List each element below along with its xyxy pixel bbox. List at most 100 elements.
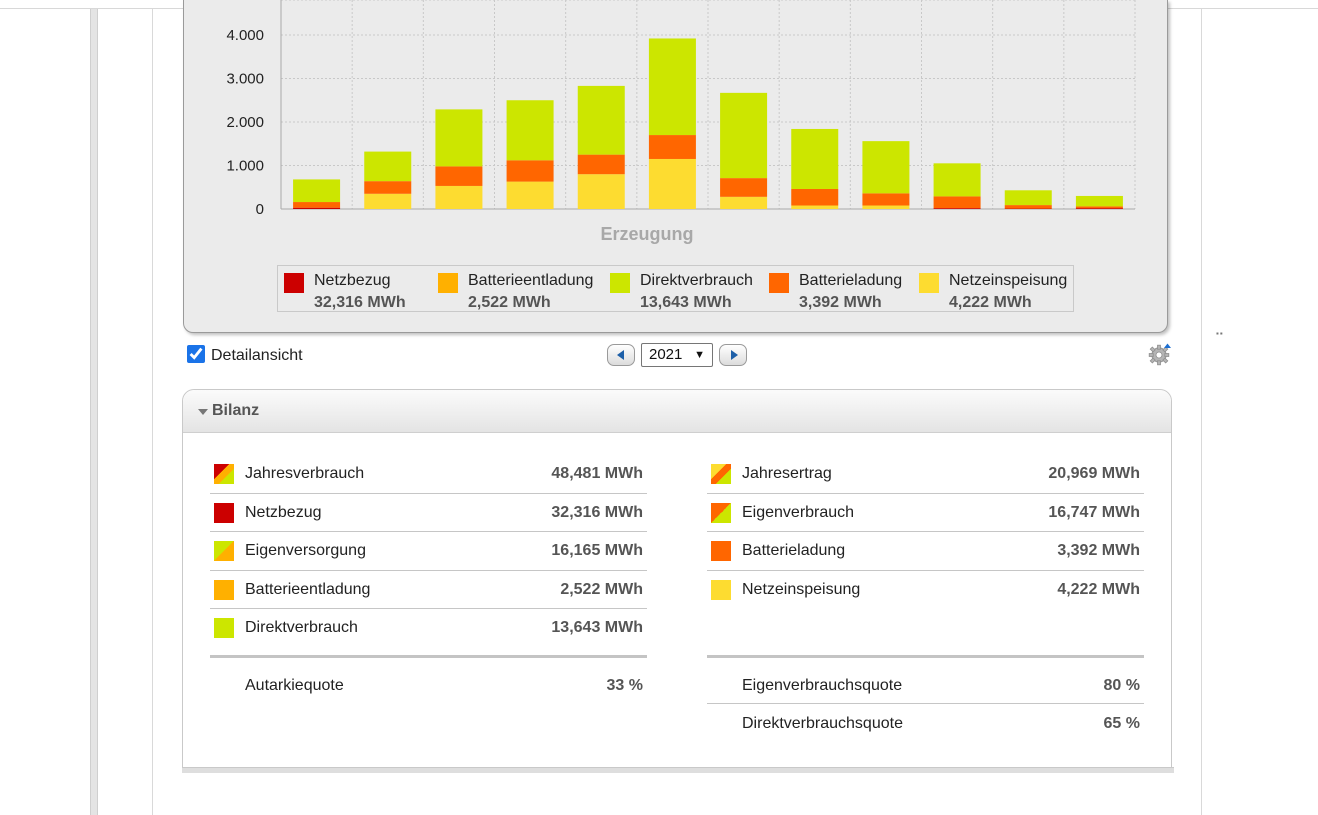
bilanz-row-label: Jahresertrag <box>742 465 832 482</box>
bar-segment-batterieladung[interactable] <box>862 193 910 206</box>
gear-icon <box>1148 343 1171 366</box>
bar-segment-batterieladung[interactable] <box>364 181 412 194</box>
bilanz-row-label: Eigenverbrauch <box>742 503 855 521</box>
bilanz-row-label: Batterieladung <box>742 542 846 559</box>
bar-segment-direktverbrauch[interactable] <box>791 128 839 189</box>
bilanz-row-label: Batterieentladung <box>245 580 371 598</box>
next-year-button[interactable] <box>719 344 747 366</box>
bar-segment-direktverbrauch[interactable] <box>293 179 341 203</box>
legend-swatch <box>610 273 630 293</box>
bilanz-row-value: 13,643 MWh <box>551 619 643 636</box>
bar-segment-netzeinspeisung[interactable] <box>648 158 696 209</box>
bilanz-row-value: 16,165 MWh <box>551 542 643 559</box>
y-tick-label: 4.000 <box>226 27 264 44</box>
bar-segment-batterieladung[interactable] <box>506 160 554 182</box>
bar-segment-batterieladung[interactable] <box>648 135 696 159</box>
bilanz-left-separator <box>210 655 647 658</box>
bilanz-row: Jahresertrag 20,969 MWh <box>707 455 1144 494</box>
bar-segment-netzeinspeisung[interactable] <box>577 174 625 209</box>
bar-segment-netzeinspeisung[interactable] <box>364 193 412 209</box>
legend-value: 13,643 MWh <box>640 294 732 311</box>
chart-bars <box>293 38 1123 209</box>
left-scroll-gutter <box>90 9 98 815</box>
bar-segment-netzeinspeisung[interactable] <box>862 205 910 209</box>
bilanz-row-label: Netzbezug <box>245 503 322 521</box>
legend-value: 4,222 MWh <box>949 294 1032 311</box>
bilanz-quote-row: Autarkiequote 33 % <box>210 666 647 704</box>
bilanz-row: Netzeinspeisung 4,222 MWh <box>707 571 1144 610</box>
color-swatch <box>214 618 234 638</box>
resize-handle[interactable]: ▪▪ <box>1216 329 1224 338</box>
bilanz-row: Jahresverbrauch 48,481 MWh <box>210 455 647 494</box>
bilanz-row-value: 48,481 MWh <box>551 465 643 482</box>
bilanz-row-value: 2,522 MWh <box>560 580 643 598</box>
bar-segment-netzbezug[interactable] <box>933 208 981 209</box>
quote-value: 80 % <box>1103 677 1140 694</box>
bar-segment-direktverbrauch[interactable] <box>933 163 981 197</box>
bar-segment-batterieladung[interactable] <box>933 196 981 209</box>
bar-segment-netzbezug[interactable] <box>1075 208 1123 209</box>
detailansicht-checkbox[interactable] <box>187 345 205 363</box>
legend-swatch <box>919 273 939 293</box>
color-swatch <box>711 541 731 561</box>
color-swatch <box>711 502 731 523</box>
legend-value: 2,522 MWh <box>468 294 551 311</box>
year-select[interactable]: 2021 ▼ <box>641 343 713 367</box>
legend-name: Netzbezug <box>314 272 391 289</box>
bilanz-row: Batterieladung 3,392 MWh <box>707 532 1144 571</box>
bar-segment-batterieladung[interactable] <box>293 202 341 208</box>
y-tick-label: 0 <box>256 201 264 218</box>
bilanz-row-value: 32,316 MWh <box>551 503 643 521</box>
bar-segment-direktverbrauch[interactable] <box>577 85 625 155</box>
chevron-down-icon: ▼ <box>694 349 705 361</box>
bar-segment-batterieladung[interactable] <box>720 178 768 197</box>
bilanz-row: Netzbezug 32,316 MWh <box>210 494 647 532</box>
bilanz-row-value: 3,392 MWh <box>1057 542 1140 559</box>
bilanz-row: Eigenversorgung 16,165 MWh <box>210 532 647 571</box>
chart-legend: Netzbezug 32,316 MWh Batterieentladung 2,52… <box>277 265 1074 312</box>
y-tick-label: 1.000 <box>226 158 264 175</box>
bar-segment-netzeinspeisung[interactable] <box>791 205 839 209</box>
y-tick-label: 3.000 <box>226 71 264 88</box>
bilanz-row: Batterieentladung 2,522 MWh <box>210 571 647 609</box>
bilanz-panel: Bilanz <box>182 389 1174 773</box>
color-swatch <box>711 464 731 484</box>
arrow-left-icon <box>617 350 624 360</box>
content-left-border <box>152 9 153 815</box>
previous-year-button[interactable] <box>607 344 635 366</box>
y-tick-label: 2.000 <box>226 114 264 131</box>
bar-segment-batterieladung[interactable] <box>1075 206 1123 209</box>
energy-chart-panel: 0 1.000 2.000 3.000 4.000 Erzeugung Netzbezu… <box>183 0 1223 338</box>
bar-segment-direktverbrauch[interactable] <box>1004 190 1052 206</box>
bar-segment-netzbezug[interactable] <box>293 207 341 209</box>
bar-segment-netzeinspeisung[interactable] <box>720 196 768 209</box>
bar-segment-batterieladung[interactable] <box>791 188 839 206</box>
bilanz-row-label: Direktverbrauch <box>245 619 358 636</box>
quote-value: 33 % <box>606 677 643 694</box>
bar-segment-direktverbrauch[interactable] <box>648 38 696 136</box>
chart-y-ticks: 0 1.000 2.000 3.000 4.000 <box>226 27 264 218</box>
bar-segment-direktverbrauch[interactable] <box>506 100 554 161</box>
bar-segment-direktverbrauch[interactable] <box>862 141 910 194</box>
bar-segment-batterieladung[interactable] <box>1004 205 1052 209</box>
legend-name: Direktverbrauch <box>640 272 753 289</box>
bar-segment-direktverbrauch[interactable] <box>720 92 768 179</box>
bar-segment-batterieladung[interactable] <box>435 166 483 186</box>
year-select-value: 2021 <box>649 346 683 363</box>
bar-segment-netzeinspeisung[interactable] <box>506 181 554 209</box>
color-swatch <box>214 502 234 523</box>
bar-segment-direktverbrauch[interactable] <box>364 151 412 182</box>
collapse-caret-icon[interactable] <box>198 409 208 415</box>
bilanz-header[interactable]: Bilanz <box>183 390 1171 433</box>
color-swatch <box>214 579 234 600</box>
settings-button[interactable] <box>1147 341 1173 367</box>
bar-segment-direktverbrauch[interactable] <box>1075 195 1123 207</box>
bilanz-quote-row: Direktverbrauchsquote 65 % <box>707 704 1144 742</box>
bar-segment-batterieladung[interactable] <box>577 154 625 175</box>
bilanz-quote-row: Eigenverbrauchsquote 80 % <box>707 666 1144 704</box>
bilanz-row-value: 4,222 MWh <box>1057 580 1140 598</box>
quote-label: Autarkiequote <box>245 677 344 694</box>
quote-label: Eigenverbrauchsquote <box>742 677 903 694</box>
bar-segment-direktverbrauch[interactable] <box>435 109 483 167</box>
bar-segment-netzeinspeisung[interactable] <box>435 185 483 209</box>
